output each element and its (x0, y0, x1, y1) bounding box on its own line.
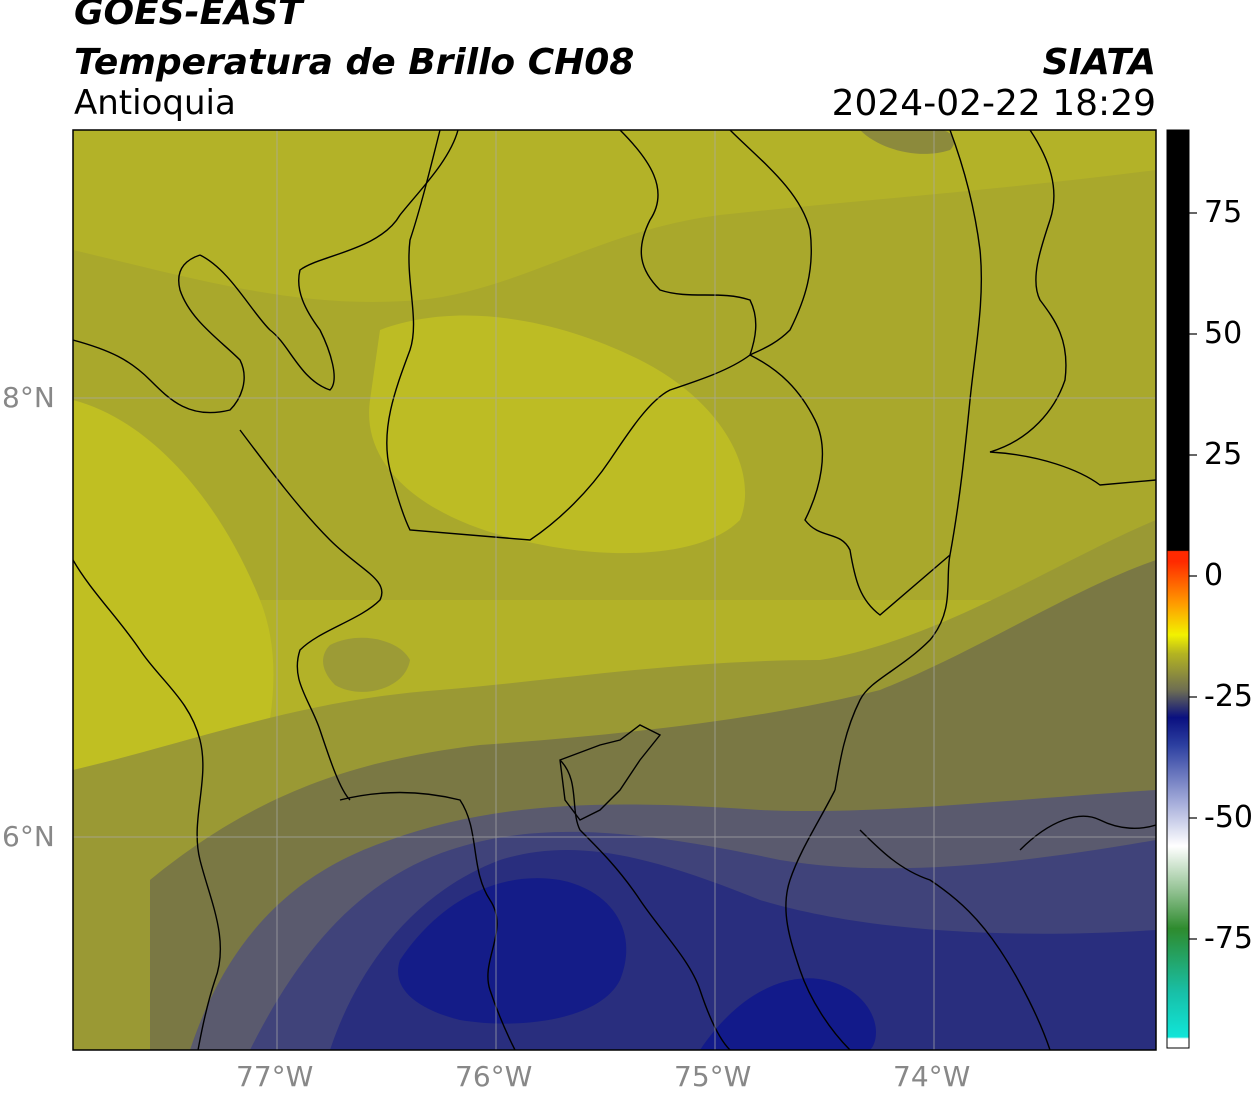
field-core-deep-navy (398, 878, 627, 1024)
x-tick-75w: 75°W (674, 1060, 752, 1093)
field-core-deep-navy-south (700, 978, 876, 1050)
dept-border-northeast (989, 130, 1156, 486)
boundaries (73, 130, 1156, 1050)
colorbar (1166, 129, 1197, 1049)
colorbar-tick-50: 50 (1204, 316, 1243, 351)
colorbar-tick-0: 0 (1204, 558, 1224, 593)
dept-border-antioquia-south (339, 791, 516, 1050)
title-line-region: Antioquia (74, 83, 236, 123)
field-band-light-north (369, 315, 746, 554)
title-line-product: Temperatura de Brillo CH08 (74, 42, 635, 83)
municipal-cluster-medellin (559, 724, 662, 821)
coastline-gulf (199, 130, 459, 391)
x-tick-74w: 74°W (893, 1060, 971, 1093)
dept-border-boyaca (785, 789, 851, 1050)
dept-border-sucre (619, 130, 757, 356)
y-tick-6n: 6°N (2, 820, 55, 853)
x-tick-76w: 76°W (455, 1060, 533, 1093)
dept-border-santander (834, 130, 983, 791)
dept-border-cundinamarca (859, 829, 1051, 1050)
datetime-label: 2024-02-22 18:29 (831, 83, 1156, 124)
gridlines (73, 130, 1156, 1050)
colorbar-tick-25: 25 (1204, 437, 1243, 472)
dept-border-east (729, 130, 812, 356)
y-tick-8n: 8°N (2, 381, 55, 414)
colorbar-ticks (1189, 212, 1197, 940)
x-tick-77w: 77°W (236, 1060, 314, 1093)
field-cell-gray-north (860, 130, 955, 154)
colorbar-gradient (1166, 129, 1190, 1049)
source-label: SIATA (1042, 42, 1156, 83)
temperature-field (73, 130, 1156, 1050)
colorbar-tick-minus75: -75 (1204, 921, 1252, 956)
dept-border-bolivar (749, 354, 951, 616)
colorbar-tick-minus25: -25 (1204, 679, 1252, 714)
dept-border-east-south (1019, 815, 1156, 851)
coastline-south (73, 559, 222, 1050)
coastline-west (73, 254, 245, 414)
dept-border-cordoba (386, 130, 751, 541)
field-cell-gray-mid (323, 637, 410, 692)
colorbar-tick-75: 75 (1204, 195, 1243, 230)
river-atrato (239, 429, 383, 801)
colorbar-tick-minus50: -50 (1204, 800, 1252, 835)
dept-border-caldas (559, 759, 731, 1050)
title-line-satellite: GOES-EAST (74, 0, 303, 33)
map-frame (72, 129, 1157, 1051)
